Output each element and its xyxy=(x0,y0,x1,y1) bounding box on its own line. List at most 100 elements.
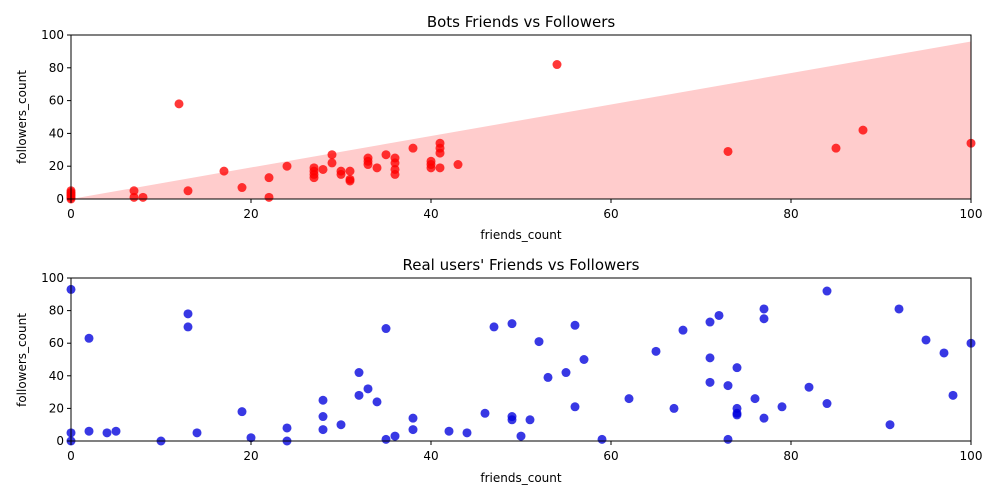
data-point xyxy=(327,158,337,168)
data-point xyxy=(354,390,364,400)
data-point xyxy=(84,333,94,343)
data-point xyxy=(408,425,418,435)
chart-title: Real users' Friends vs Followers xyxy=(403,256,640,274)
x-tick-label: 40 xyxy=(423,207,438,221)
x-axis: 0 20 40 60 80 100 xyxy=(67,441,982,463)
data-point xyxy=(705,317,715,327)
y-tick-label: 20 xyxy=(49,401,64,415)
data-point xyxy=(597,434,607,444)
data-point xyxy=(777,402,787,412)
data-point xyxy=(948,390,958,400)
data-point xyxy=(381,150,391,160)
data-point xyxy=(507,415,517,425)
y-tick-label: 20 xyxy=(49,159,64,173)
plot-frame xyxy=(70,277,972,442)
data-point xyxy=(237,407,247,417)
data-point xyxy=(183,322,193,332)
data-point xyxy=(921,335,931,345)
data-point xyxy=(381,324,391,334)
data-point xyxy=(570,402,580,412)
y-tick-label: 40 xyxy=(49,369,64,383)
data-point xyxy=(714,310,724,320)
x-tick-label: 60 xyxy=(603,207,618,221)
data-point xyxy=(759,304,769,314)
data-point xyxy=(264,173,274,183)
data-point xyxy=(822,286,832,296)
data-point xyxy=(543,372,553,382)
data-point xyxy=(372,397,382,407)
data-point xyxy=(426,156,436,166)
data-point xyxy=(327,150,337,160)
data-point xyxy=(732,410,742,420)
data-point xyxy=(723,146,733,156)
data-point xyxy=(408,413,418,423)
data-point xyxy=(129,192,139,202)
data-point xyxy=(174,99,184,109)
data-point xyxy=(894,304,904,314)
data-point xyxy=(363,153,373,163)
data-point xyxy=(759,314,769,324)
data-point xyxy=(84,426,94,436)
data-point xyxy=(669,403,679,413)
y-tick-label: 60 xyxy=(49,94,64,108)
data-point xyxy=(507,319,517,329)
y-axis: 0 20 40 60 80 100 xyxy=(41,28,71,206)
x-tick-label: 20 xyxy=(243,207,258,221)
shaded-region xyxy=(71,41,971,200)
data-point xyxy=(885,420,895,430)
x-tick-label: 60 xyxy=(603,449,618,463)
y-tick-label: 80 xyxy=(49,304,64,318)
data-point xyxy=(309,163,319,173)
y-tick-label: 100 xyxy=(41,271,64,285)
data-point xyxy=(759,413,769,423)
y-axis-label: followers_count xyxy=(15,313,29,407)
data-point xyxy=(552,60,562,70)
data-point xyxy=(318,425,328,435)
data-point xyxy=(390,153,400,163)
data-point xyxy=(723,381,733,391)
y-tick-label: 100 xyxy=(41,28,64,42)
data-point xyxy=(264,192,274,202)
data-point xyxy=(219,166,229,176)
x-tick-label: 100 xyxy=(960,207,983,221)
y-axis: 0 20 40 60 80 100 xyxy=(41,271,71,448)
data-point xyxy=(318,412,328,422)
data-point xyxy=(516,431,526,441)
x-tick-label: 80 xyxy=(783,449,798,463)
data-point xyxy=(444,426,454,436)
chart-bots: Bots Friends vs Followers 0 20 40 60 80 100 0… xyxy=(15,13,982,242)
data-point xyxy=(183,309,193,319)
data-point xyxy=(336,420,346,430)
data-point xyxy=(138,192,148,202)
data-point xyxy=(804,382,814,392)
data-point xyxy=(282,161,292,171)
data-point xyxy=(435,163,445,173)
data-point xyxy=(435,138,445,148)
data-point xyxy=(318,164,328,174)
x-tick-label: 100 xyxy=(960,449,983,463)
y-tick-label: 0 xyxy=(56,434,64,448)
data-point xyxy=(525,415,535,425)
data-point xyxy=(183,186,193,196)
x-tick-label: 80 xyxy=(783,207,798,221)
data-points xyxy=(66,284,976,446)
data-point xyxy=(390,164,400,174)
x-tick-label: 40 xyxy=(423,449,438,463)
plot-frame xyxy=(70,34,972,200)
data-point xyxy=(705,353,715,363)
data-point xyxy=(570,320,580,330)
data-point xyxy=(561,368,571,378)
data-point xyxy=(363,384,373,394)
data-point xyxy=(453,160,463,170)
data-point xyxy=(237,183,247,193)
data-point xyxy=(381,434,391,444)
data-point xyxy=(624,394,634,404)
data-point xyxy=(858,125,868,135)
x-axis-label: friends_count xyxy=(480,228,562,242)
y-tick-label: 80 xyxy=(49,61,64,75)
data-point xyxy=(129,186,139,196)
data-point xyxy=(336,166,346,176)
data-point xyxy=(102,428,112,438)
data-point xyxy=(390,431,400,441)
